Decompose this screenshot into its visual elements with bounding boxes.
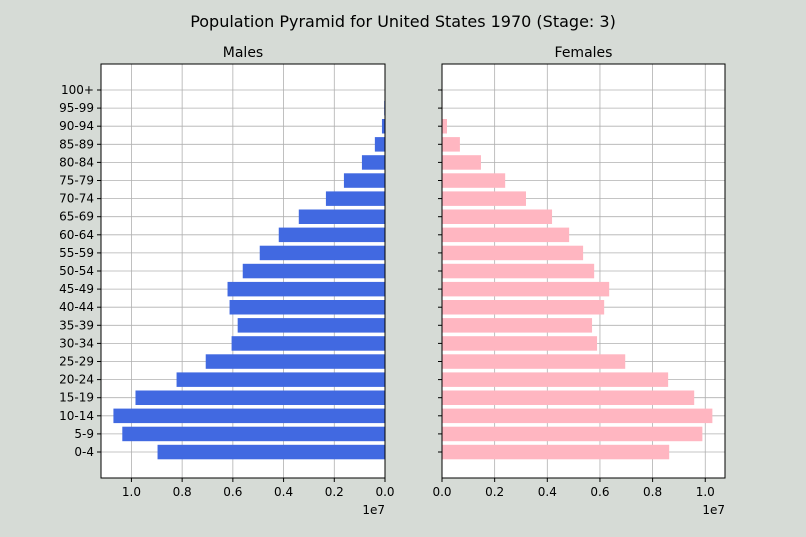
y-tick-label: 100+ [61, 83, 94, 97]
bar-30-34 [442, 336, 598, 351]
bar-80-84 [442, 155, 481, 170]
y-tick-label: 70-74 [59, 192, 94, 206]
bar-55-59 [259, 245, 385, 261]
y-tick-label: 5-9 [74, 427, 94, 441]
x-tick-label: 0.4 [274, 485, 293, 499]
y-tick-label: 20-24 [59, 373, 94, 387]
x-scale-label: 1e7 [702, 503, 725, 517]
bar-35-39 [442, 318, 593, 333]
bar-40-44 [442, 300, 605, 315]
bar-75-79 [442, 173, 506, 188]
y-tick-label: 85-89 [59, 137, 94, 151]
bar-10-14 [442, 408, 713, 424]
males-panel: 1.0 0.8 0.6 0.4 0.2 0.0 0-4 5-9 10-14 15-19 20-24 2… [59, 45, 394, 517]
x-tick-label: 0.8 [173, 485, 192, 499]
bar-60-64 [442, 227, 570, 243]
bar-20-24 [442, 372, 669, 387]
panel-title: Females [555, 45, 613, 61]
x-tick-label: 0.2 [325, 485, 344, 499]
bar-65-69 [298, 209, 385, 224]
bar-35-39 [237, 318, 385, 333]
y-tick-label: 40-44 [59, 300, 94, 314]
y-tick-label: 35-39 [59, 318, 94, 332]
bar-70-74 [325, 191, 385, 206]
bar-0-4 [442, 444, 670, 460]
bar-0-4 [157, 444, 385, 460]
bar-70-74 [442, 191, 526, 206]
panel-title: Males [223, 45, 263, 61]
axes-frame [441, 63, 726, 479]
bar-90-94 [381, 119, 385, 134]
bar-20-24 [176, 372, 385, 387]
bar-15-19 [442, 390, 695, 405]
bar-30-34 [231, 336, 385, 351]
y-tick-label: 90-94 [59, 119, 94, 133]
axes-frame [100, 63, 386, 479]
bar-55-59 [442, 245, 584, 261]
bar-40-44 [229, 300, 385, 315]
females-panel: 0.0 0.2 0.4 0.6 0.8 1.0 Females 1e7 [432, 45, 726, 517]
bar-5-9 [442, 426, 703, 442]
suptitle: Population Pyramid for United States 197… [190, 12, 616, 31]
x-tick-label: 1.0 [696, 485, 715, 499]
bar-10-14 [113, 408, 386, 424]
x-tick-label: 0.0 [432, 485, 451, 499]
y-tick-label: 60-64 [59, 228, 94, 242]
bar-85-89 [374, 137, 385, 152]
bar-25-29 [442, 354, 626, 369]
x-tick-label: 0.4 [538, 485, 557, 499]
y-tick-label: 65-69 [59, 210, 94, 224]
y-tick-label: 45-49 [59, 282, 94, 296]
y-tick-label: 15-19 [59, 391, 94, 405]
x-tick-label: 0.2 [485, 485, 504, 499]
y-tick-label: 25-29 [59, 355, 94, 369]
y-tick-label: 75-79 [59, 174, 94, 188]
y-tick-label: 0-4 [74, 445, 94, 459]
bar-50-54 [242, 263, 385, 279]
bar-75-79 [343, 173, 385, 188]
bar-90-94 [442, 119, 448, 134]
bar-25-29 [205, 354, 385, 369]
bar-60-64 [278, 227, 385, 243]
y-tick-label: 50-54 [59, 264, 94, 278]
bar-65-69 [442, 209, 553, 224]
bar-45-49 [227, 281, 385, 297]
x-tick-label: 0.8 [643, 485, 662, 499]
bar-15-19 [135, 390, 385, 405]
x-scale-label: 1e7 [362, 503, 385, 517]
y-tick-label: 80-84 [59, 155, 94, 169]
y-tick-label: 30-34 [59, 336, 94, 350]
y-tick-label: 95-99 [59, 101, 94, 115]
y-tick-label: 55-59 [59, 246, 94, 260]
y-tick-label: 10-14 [59, 409, 94, 423]
x-tick-label: 0.0 [375, 485, 394, 499]
bar-80-84 [361, 155, 385, 170]
bar-45-49 [442, 281, 610, 297]
x-tick-label: 0.6 [223, 485, 242, 499]
x-tick-label: 1.0 [122, 485, 141, 499]
bar-85-89 [442, 137, 460, 152]
bar-5-9 [122, 426, 386, 442]
bar-50-54 [442, 263, 595, 279]
x-tick-label: 0.6 [590, 485, 609, 499]
